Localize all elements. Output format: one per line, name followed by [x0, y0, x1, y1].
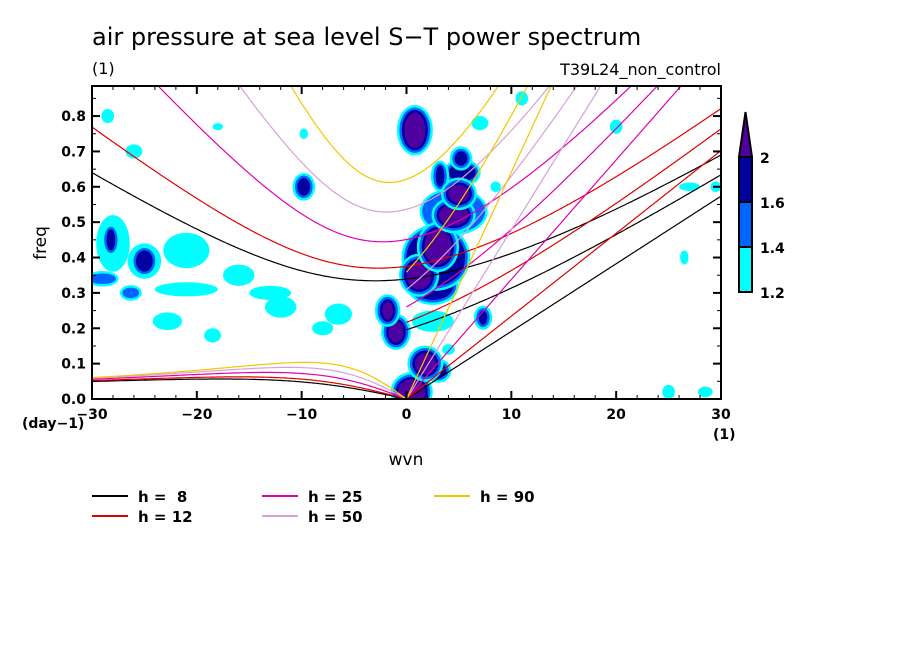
contour-region: [398, 379, 426, 399]
gravity-n1-curve-8: [92, 155, 721, 282]
contour-fill-layer: [92, 91, 721, 399]
contour-region: [471, 116, 489, 131]
eig0-curve-25: [406, 86, 659, 308]
contour-region: [662, 384, 675, 399]
contour-region: [152, 312, 183, 331]
y-tick-label: 0.1: [61, 357, 86, 373]
axis-ticks: −30 −20 −10 0 10 20 30 0.0 0.1 0.2 0.3 0.4 0.5 0.6 0.7…: [61, 86, 731, 423]
x-axis-unit: (1): [713, 427, 736, 443]
contour-region: [264, 296, 297, 318]
chart-title: air pressure at sea level S−T power spec…: [92, 23, 641, 51]
y-axis-label: freq: [31, 226, 51, 260]
chart-subtitle-units: (1): [92, 59, 115, 78]
y-tick-label: 0.8: [61, 109, 86, 125]
contour-region: [406, 261, 432, 290]
rossby-n1-curve-50: [92, 366, 406, 399]
contour-region: [92, 273, 117, 285]
legend-label: h = 50: [308, 508, 363, 526]
contour-region: [679, 182, 701, 192]
kelvin-curve-25: [406, 86, 682, 399]
contour-region: [490, 181, 501, 193]
contour-region: [448, 185, 470, 203]
contour-region: [204, 328, 221, 343]
contour-region: [223, 264, 255, 286]
colorbar-label: 1.4: [760, 241, 785, 257]
gravity-n1-curve-25: [157, 86, 632, 243]
colorbar-segment: [738, 201, 753, 248]
legend-label: h = 12: [138, 508, 193, 526]
x-tick-label: 30: [711, 407, 731, 423]
eig0-curve-8: [406, 174, 721, 331]
y-tick-label: 0.5: [61, 215, 86, 231]
colorbar-segment: [738, 156, 753, 203]
kelvin-curve-90: [405, 86, 552, 399]
eig0-curve-90: [406, 86, 529, 273]
contour-region: [106, 229, 116, 251]
gravity-n1-curve-50: [239, 86, 551, 213]
rossby-n1-curve-25: [92, 371, 406, 399]
legend-label: h = 8: [138, 488, 187, 506]
y-tick-label: 0.0: [61, 392, 86, 408]
kelvin-curve-50: [405, 86, 602, 399]
legend: h = 8 h = 12 h = 25 h = 50 h = 90: [92, 488, 535, 526]
y-axis-unit: (day−1): [22, 416, 84, 432]
contour-region: [212, 123, 224, 131]
contour-region: [122, 287, 140, 299]
dispersion-curves-layer: [92, 86, 721, 399]
contour-region: [404, 112, 426, 148]
contour-region: [101, 108, 115, 124]
x-axis-label: wvn: [389, 450, 424, 470]
x-tick-label: 0: [402, 407, 412, 423]
kelvin-curve-8: [406, 196, 721, 399]
colorbar-label: 1.6: [760, 196, 785, 212]
contour-region: [154, 282, 218, 297]
x-tick-label: −30: [76, 407, 107, 423]
contour-region: [388, 321, 404, 343]
y-tick-label: 0.4: [61, 251, 86, 267]
contour-region: [697, 386, 713, 398]
contour-region: [299, 128, 308, 140]
x-tick-label: 10: [502, 407, 522, 423]
contour-region: [312, 321, 334, 336]
colorbar-label: 1.2: [760, 286, 785, 302]
colorbar: 1.2 1.4 1.6 2: [737, 111, 785, 302]
contour-region: [382, 301, 393, 320]
y-tick-label: 0.3: [61, 286, 86, 302]
legend-label: h = 25: [308, 488, 363, 506]
eig0-curve-50: [406, 86, 578, 290]
rossby-n1-curve-12: [92, 376, 406, 399]
contour-region: [609, 119, 623, 134]
legend-label: h = 90: [480, 488, 535, 506]
contour-region: [136, 250, 153, 272]
gravity-n1-curve-90: [290, 86, 500, 184]
x-tick-label: −10: [286, 407, 317, 423]
contour-region: [478, 310, 488, 325]
contour-region: [163, 232, 210, 269]
contour-region: [297, 177, 311, 196]
colorbar-segment: [738, 246, 753, 293]
eig0-curve-12: [406, 129, 721, 323]
rossby-n1-curve-8: [92, 378, 406, 399]
contour-region: [454, 151, 468, 166]
rossby-n1-curve-90: [92, 361, 406, 399]
contour-region: [324, 303, 352, 325]
kelvin-curve-12: [406, 150, 721, 399]
y-tick-label: 0.6: [61, 180, 86, 196]
contour-region: [435, 165, 445, 187]
chart-subtitle-experiment: T39L24_non_control: [559, 60, 721, 80]
x-tick-label: 20: [606, 407, 626, 423]
colorbar-extend-triangle: [737, 111, 754, 158]
colorbar-label: 2: [760, 151, 770, 167]
y-tick-label: 0.7: [61, 144, 86, 160]
contour-region: [125, 144, 143, 159]
x-tick-label: −20: [181, 407, 212, 423]
contour-region: [424, 229, 452, 265]
gravity-n1-curve-12: [92, 108, 721, 269]
contour-region: [680, 250, 689, 265]
y-tick-label: 0.2: [61, 321, 86, 337]
